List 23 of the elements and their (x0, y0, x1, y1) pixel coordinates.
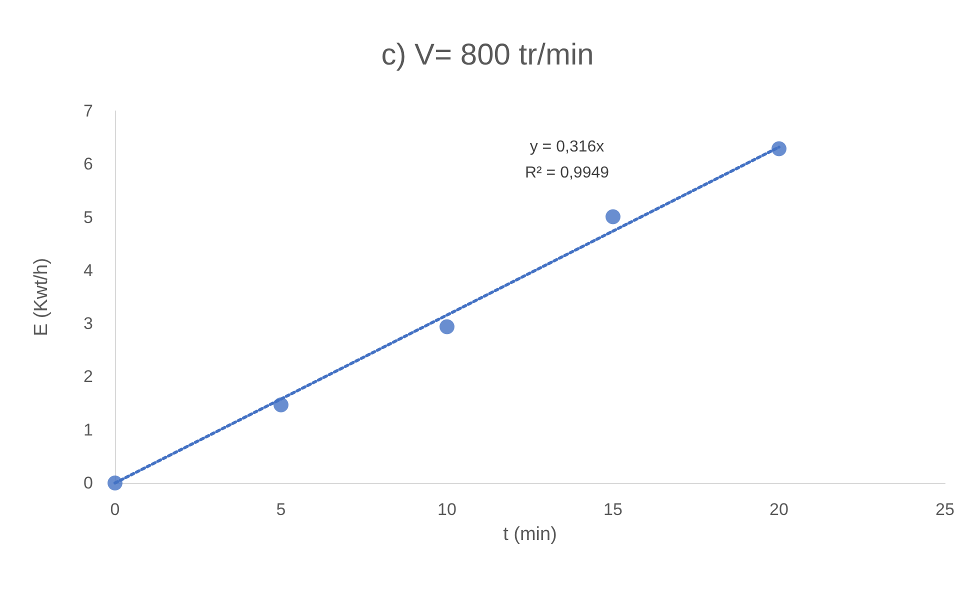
y-tick-label: 7 (84, 102, 93, 120)
y-tick-label: 0 (84, 474, 93, 492)
x-tick-label: 0 (110, 500, 120, 519)
x-axis-title: t (min) (503, 524, 557, 545)
y-tick-label: 6 (84, 154, 93, 174)
point (274, 397, 288, 412)
x-tick-label: 10 (438, 500, 456, 519)
x-tick-label: 20 (770, 500, 788, 519)
x-tick-label: 15 (604, 500, 622, 519)
point (440, 319, 454, 334)
point (772, 141, 786, 156)
point (108, 476, 122, 490)
y-tick-label: 3 (84, 314, 93, 334)
x-tick-label: 25 (936, 500, 954, 519)
annotation: y = 0,316x R² = 0,9949 (524, 138, 610, 182)
y-tick-label: 4 (84, 260, 93, 280)
y-tick-label: 2 (84, 367, 93, 386)
y-tick-label: 1 (84, 420, 93, 440)
y-tick-label: 5 (84, 208, 93, 227)
y-axis-title: E (Kwt/h) (31, 258, 52, 336)
chart-title: c) V= 800 tr/min (381, 38, 594, 72)
x-tick-label: 5 (276, 500, 286, 519)
point (606, 209, 620, 224)
